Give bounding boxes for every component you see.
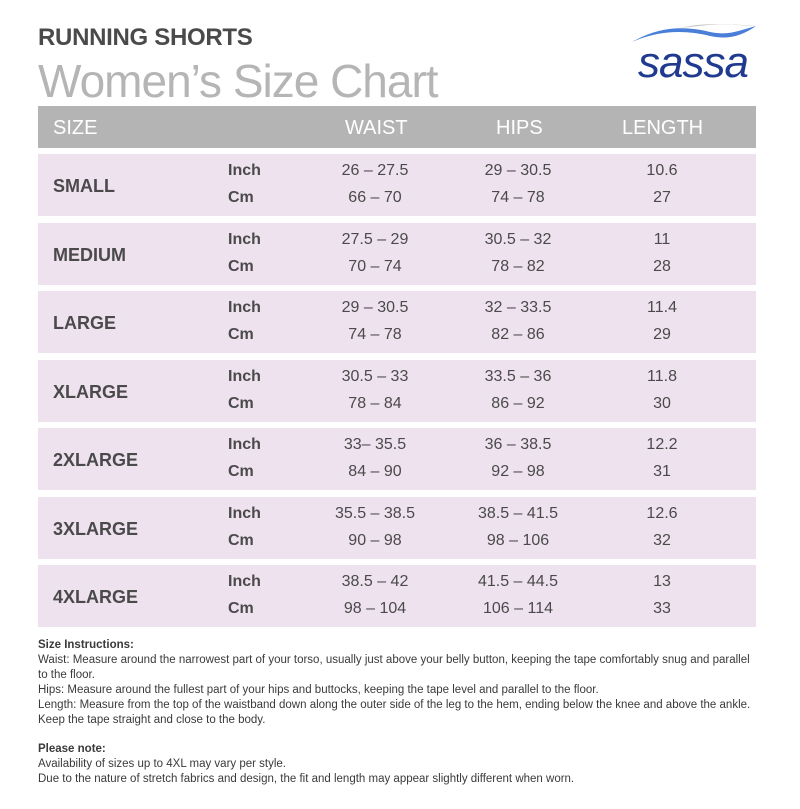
- waist-inch: 29 – 30.5: [341, 299, 409, 316]
- waist-cm: 66 – 70: [348, 189, 402, 206]
- hips-inch: 41.5 – 44.5: [477, 573, 559, 590]
- waist-inch: 26 – 27.5: [341, 162, 409, 179]
- table-row: 3XLARGE Inch Cm 35.5 – 38.5 38.5 – 41.5 12.6 9…: [38, 496, 756, 559]
- hips-cm: 78 – 82: [491, 257, 545, 275]
- hips-inch: 33.5 – 36: [484, 367, 552, 385]
- unit-inch: Inch: [228, 436, 261, 453]
- size-label: MEDIUM: [53, 244, 126, 265]
- waist-inch: 33– 35.5: [343, 436, 407, 453]
- size-label: 2XLARGE: [53, 450, 139, 470]
- waist-inch: 30.5 – 33: [341, 367, 409, 385]
- instruction-waist: Waist: Measure around the narrowest part…: [38, 654, 750, 681]
- hips-inch: 36 – 38.5: [484, 436, 552, 453]
- instruction-length: Length: Measure from the top of the wais…: [38, 699, 751, 726]
- header-length: LENGTH: [622, 117, 704, 139]
- hips-cm: 106 – 114: [483, 600, 553, 617]
- chart-title: Women’s Size Chart: [38, 55, 439, 107]
- table-row: MEDIUM Inch Cm 27.5 – 29 30.5 – 32 11 70 – 74 7…: [38, 222, 756, 285]
- table-row: 2XLARGE Inch Cm 33– 35.5 36 – 38.5 12.2 84 – 9…: [38, 428, 756, 490]
- instruction-hips: Hips: Measure around the fullest part of…: [38, 684, 599, 696]
- length-cm: 33: [653, 600, 671, 617]
- waist-cm: 78 – 84: [348, 394, 402, 412]
- waist-inch: 38.5 – 42: [341, 573, 409, 590]
- hips-cm: 92 – 98: [491, 463, 545, 480]
- unit-cm: Cm: [228, 394, 254, 412]
- waist-cm: 74 – 78: [348, 326, 402, 343]
- length-inch: 12.2: [646, 436, 678, 453]
- brand-logo: sassa: [630, 22, 760, 87]
- unit-cm: Cm: [228, 257, 254, 275]
- unit-cm: Cm: [228, 326, 254, 343]
- hips-inch: 29 – 30.5: [484, 162, 552, 179]
- hips-inch: 38.5 – 41.5: [477, 504, 559, 522]
- hips-cm: 86 – 92: [491, 394, 545, 412]
- waist-cm: 84 – 90: [348, 463, 402, 480]
- length-cm: 31: [653, 463, 671, 480]
- hips-inch: 32 – 33.5: [484, 299, 552, 316]
- unit-inch: Inch: [228, 299, 261, 316]
- length-inch: 13: [653, 573, 671, 590]
- unit-inch: Inch: [228, 367, 261, 385]
- size-table: SMALL Inch Cm 26 – 27.5 29 – 30.5 10.6 66 – 70…: [38, 154, 756, 634]
- size-label: SMALL: [53, 176, 115, 196]
- waist-inch: 27.5 – 29: [341, 230, 409, 248]
- length-cm: 28: [653, 257, 671, 275]
- table-row: LARGE Inch Cm 29 – 30.5 32 – 33.5 11.4 74 – 78…: [38, 291, 756, 353]
- waist-cm: 70 – 74: [348, 257, 402, 275]
- header-hips: HIPS: [496, 117, 543, 139]
- unit-cm: Cm: [228, 531, 254, 549]
- note-line: Due to the nature of stretch fabrics and…: [38, 773, 575, 785]
- hips-cm: 98 – 106: [486, 531, 550, 549]
- instructions-section: Size Instructions: Waist: Measure around…: [38, 638, 758, 787]
- unit-cm: Cm: [228, 600, 254, 617]
- length-cm: 30: [653, 394, 671, 412]
- unit-cm: Cm: [228, 463, 254, 480]
- waist-cm: 98 – 104: [343, 600, 407, 617]
- waist-cm: 90 – 98: [348, 531, 402, 549]
- hips-inch: 30.5 – 32: [484, 230, 552, 248]
- size-label: LARGE: [53, 313, 116, 333]
- note-heading: Please note:: [38, 743, 106, 755]
- length-inch: 12.6: [646, 504, 678, 522]
- size-label: XLARGE: [53, 381, 129, 402]
- table-row: XLARGE Inch Cm 30.5 – 33 33.5 – 36 11.8 78 – 8…: [38, 359, 756, 422]
- length-cm: 27: [653, 189, 671, 206]
- length-inch: 11.4: [647, 299, 677, 316]
- table-row: SMALL Inch Cm 26 – 27.5 29 – 30.5 10.6 66 – 70…: [38, 154, 756, 216]
- table-header: SIZE WAIST HIPS LENGTH: [38, 106, 756, 148]
- unit-cm: Cm: [228, 189, 254, 206]
- unit-inch: Inch: [228, 230, 261, 248]
- hips-cm: 82 – 86: [491, 326, 545, 343]
- length-inch: 11.8: [647, 367, 677, 385]
- instructions-heading: Size Instructions:: [38, 639, 134, 651]
- header-size: SIZE: [53, 117, 98, 139]
- header-waist: WAIST: [345, 117, 408, 139]
- length-cm: 29: [653, 326, 671, 343]
- unit-inch: Inch: [228, 162, 261, 179]
- table-row: 4XLARGE Inch Cm 38.5 – 42 41.5 – 44.5 13 98 – …: [38, 565, 756, 627]
- length-inch: 10.6: [646, 162, 678, 179]
- hips-cm: 74 – 78: [491, 189, 545, 206]
- wave-icon: [632, 24, 756, 42]
- unit-inch: Inch: [228, 573, 261, 590]
- brand-name: sassa: [638, 38, 749, 87]
- note-line: Availability of sizes up to 4XL may vary…: [38, 758, 286, 770]
- size-label: 3XLARGE: [53, 518, 139, 539]
- waist-inch: 35.5 – 38.5: [334, 504, 416, 522]
- product-title: RUNNING SHORTS: [38, 24, 253, 51]
- unit-inch: Inch: [228, 504, 261, 522]
- length-cm: 32: [653, 531, 671, 549]
- size-label: 4XLARGE: [53, 587, 139, 607]
- length-inch: 11: [653, 230, 671, 248]
